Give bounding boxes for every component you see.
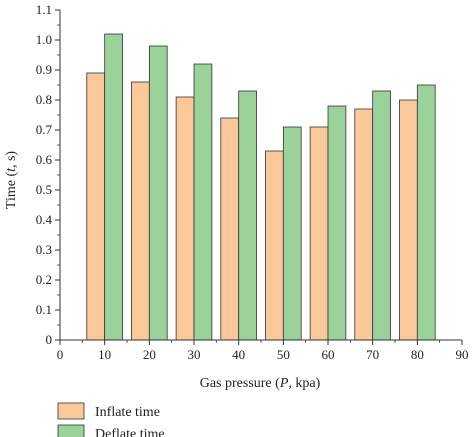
deflate-bar-50: [282, 126, 302, 341]
legend-swatch-inflate: [57, 402, 85, 420]
y-tick-label: 0.4: [36, 212, 53, 227]
y-tick-label: 1.1: [36, 2, 52, 17]
ticks-layer: 0 0.1 0.2 0.3 0.4 0.5 0.6 0.7 0.8 0.9 1.0 1.1 0 10 20 3…: [36, 2, 469, 362]
deflate-bar-40: [238, 90, 257, 341]
legend-label-inflate: Inflate time: [95, 405, 160, 420]
y-tick-label: 0.8: [36, 92, 52, 107]
y-tick-label: 0.7: [36, 122, 53, 137]
legend: Inflate time Deflate time: [57, 402, 165, 437]
inflate-bar-50: [265, 150, 284, 341]
x-tick-label: 80: [411, 347, 424, 362]
inflate-bar-80: [399, 99, 418, 341]
y-axis-title: Time (t, s): [4, 151, 19, 210]
x-tick-label: 90: [456, 347, 469, 362]
legend-swatch-deflate: [57, 424, 85, 437]
deflate-bar-70: [372, 90, 391, 341]
x-tick-label: 0: [57, 347, 64, 362]
inflate-bar-30: [175, 96, 195, 341]
x-tick-label: 60: [322, 347, 335, 362]
y-tick-label: 0: [46, 332, 53, 347]
x-tick-label: 20: [143, 347, 156, 362]
inflate-bar-20: [131, 81, 150, 341]
deflate-bar-20: [148, 45, 168, 341]
y-tick-label: 0.2: [36, 272, 52, 287]
y-tick-label: 0.9: [36, 62, 52, 77]
y-tick-label: 0.1: [36, 302, 52, 317]
deflate-bar-30: [193, 63, 213, 341]
inflate-bar-70: [354, 108, 374, 341]
y-tick-label: 0.5: [36, 182, 52, 197]
y-tick-label: 1.0: [36, 32, 52, 47]
x-tick-label: 50: [277, 347, 290, 362]
deflate-bar-10: [104, 33, 123, 341]
x-tick-label: 30: [188, 347, 201, 362]
deflate-bar-80: [416, 84, 436, 341]
bars-layer: [86, 33, 436, 341]
inflate-bar-60: [309, 126, 329, 341]
legend-label-deflate: Deflate time: [95, 427, 165, 437]
y-tick-label: 0.6: [36, 152, 53, 167]
x-tick-label: 40: [232, 347, 245, 362]
inflate-bar-10: [86, 72, 106, 341]
inflate-bar-40: [220, 117, 240, 341]
x-tick-label: 70: [366, 347, 379, 362]
x-axis-title: Gas pressure (P, kpa): [200, 376, 321, 391]
y-tick-label: 0.3: [36, 242, 52, 257]
deflate-bar-60: [327, 105, 347, 341]
x-tick-label: 10: [98, 347, 111, 362]
